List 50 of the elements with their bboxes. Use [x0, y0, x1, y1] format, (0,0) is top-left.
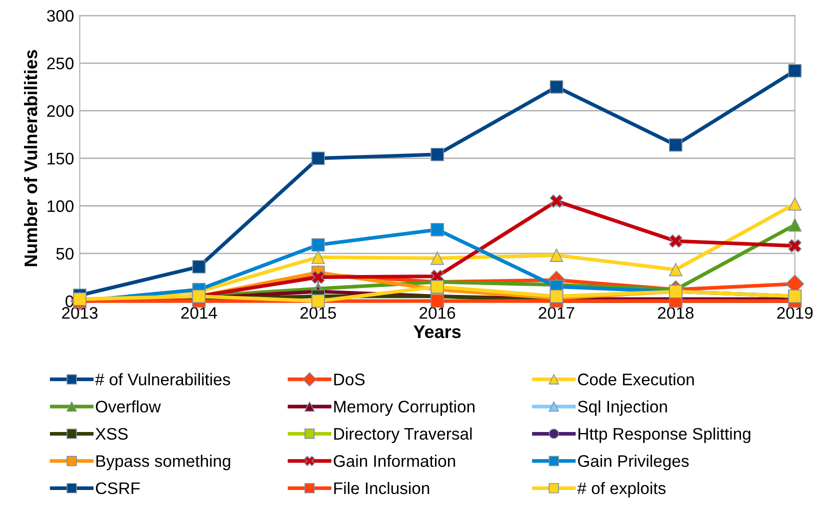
point	[430, 222, 444, 236]
y-tick-label: 200	[47, 105, 74, 117]
legend-label: Gain Privileges	[578, 454, 689, 470]
point	[550, 194, 564, 208]
x-tick-label: 2015	[300, 307, 336, 319]
point	[788, 218, 802, 232]
x-tick-label: 2019	[777, 307, 813, 319]
point	[788, 239, 802, 253]
x-tick-label: 2013	[62, 307, 98, 319]
point	[550, 248, 564, 262]
legend-label: Directory Traversal	[334, 428, 472, 444]
legend-label: Sql Injection	[578, 400, 667, 416]
legend-label: Memory Corruption	[334, 400, 474, 416]
legend-label: Code Execution	[578, 373, 694, 386]
legend-label: DoS	[334, 374, 365, 386]
point	[311, 270, 325, 284]
point	[788, 197, 802, 211]
legend-label: # of exploits	[577, 482, 666, 498]
point	[192, 260, 206, 274]
point	[669, 234, 682, 248]
legend-label: File Inclusion	[334, 482, 430, 494]
point	[430, 148, 444, 162]
y-tick-label: 300	[47, 10, 74, 22]
legend-label: CSRF	[96, 482, 140, 494]
x-tick-label: 2018	[658, 307, 694, 319]
legend-label: Gain Information	[334, 454, 456, 467]
point	[669, 138, 682, 152]
point	[311, 152, 325, 165]
point	[550, 80, 564, 94]
x-axis-title: Years	[414, 326, 461, 338]
x-tick-label: 2014	[181, 307, 217, 319]
y-tick-label: 150	[48, 152, 74, 164]
y-tick-label: 100	[48, 200, 74, 212]
point	[669, 262, 682, 276]
x-tick-label: 2016	[420, 307, 456, 319]
y-tick-label: 50	[56, 248, 74, 260]
point	[311, 250, 325, 264]
x-tick-label: 2017	[538, 307, 574, 319]
legend-label: Overflow	[96, 400, 161, 413]
legend-label: XSS	[95, 428, 128, 440]
point	[311, 238, 325, 252]
legend-label: Bypass something	[96, 454, 230, 470]
legend-label: Http Response Splitting	[578, 428, 750, 444]
point	[430, 294, 444, 308]
legend-label: # of Vulnerabilities	[95, 373, 230, 386]
y-tick-label: 250	[47, 58, 74, 70]
point	[788, 64, 802, 78]
point	[430, 252, 444, 265]
y-axis-title: Number of Vulnerabilities	[24, 50, 38, 266]
point	[430, 280, 444, 294]
